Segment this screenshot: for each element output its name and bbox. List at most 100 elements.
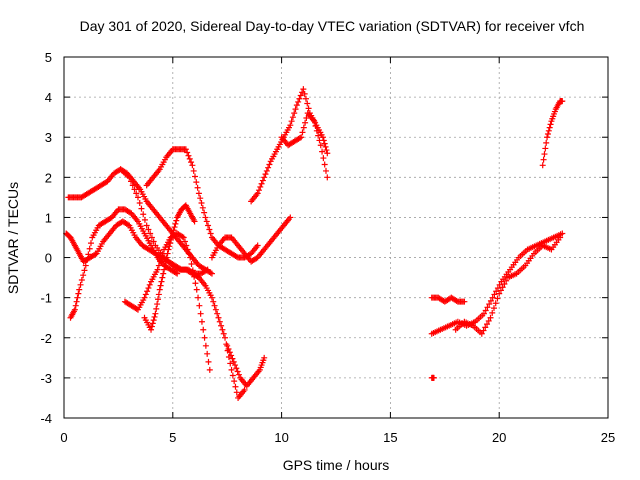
data-point <box>184 149 191 156</box>
data-point <box>181 238 188 245</box>
data-point <box>155 291 162 298</box>
data-point <box>192 280 199 287</box>
data-point <box>157 258 164 265</box>
data-point <box>203 218 210 225</box>
series-pass-j <box>278 110 331 181</box>
data-point <box>190 167 197 174</box>
data-point <box>196 302 203 309</box>
data-point <box>155 296 162 303</box>
data-point <box>201 334 208 341</box>
data-point <box>207 230 214 237</box>
data-point <box>144 288 151 295</box>
data-point <box>321 140 328 147</box>
x-axis-ticks: 0 5 10 15 20 25 <box>60 57 615 445</box>
series-pass-k <box>224 342 268 389</box>
data-point <box>200 326 207 333</box>
data-point <box>295 98 302 105</box>
data-point <box>557 234 564 241</box>
data-point <box>317 142 324 149</box>
data-point <box>160 270 167 277</box>
data-point <box>544 131 551 138</box>
data-point <box>78 277 85 284</box>
data-point <box>484 321 491 328</box>
data-point <box>265 164 272 171</box>
data-point <box>323 147 330 154</box>
data-point <box>315 132 322 139</box>
x-tick-label: 15 <box>383 430 397 445</box>
data-point <box>235 371 242 378</box>
data-point <box>87 240 94 247</box>
data-point <box>501 281 508 288</box>
data-point <box>201 209 208 216</box>
series-pass-n <box>428 294 468 305</box>
data-point <box>292 106 299 113</box>
data-point <box>195 294 202 301</box>
data-point <box>168 233 175 240</box>
data-point <box>261 354 268 361</box>
data-point <box>453 297 460 304</box>
data-point <box>487 314 494 321</box>
y-tick-label: -4 <box>40 411 52 426</box>
data-point <box>202 214 209 221</box>
data-point <box>220 330 227 337</box>
data-point <box>77 281 84 288</box>
data-point <box>494 285 501 292</box>
data-point <box>161 266 168 273</box>
data-point <box>172 269 179 276</box>
data-point <box>296 135 303 142</box>
data-point <box>544 134 551 141</box>
data-point <box>188 260 195 267</box>
plot-frame <box>63 56 609 419</box>
data-point <box>145 226 152 233</box>
data-point <box>493 288 500 295</box>
data-point <box>312 122 319 129</box>
data-point <box>197 195 204 202</box>
data-point <box>489 309 496 316</box>
data-point <box>140 211 147 218</box>
series-pass-c <box>65 166 215 277</box>
data-point <box>496 281 503 288</box>
data-point <box>226 349 233 356</box>
data-point <box>478 330 485 337</box>
data-point <box>461 298 468 305</box>
data-point <box>319 148 326 155</box>
data-point <box>480 327 487 334</box>
data-point <box>322 167 329 174</box>
data-point <box>74 294 81 301</box>
data-point <box>184 246 191 253</box>
x-tick-label: 20 <box>492 430 506 445</box>
series-pass-p <box>539 98 566 169</box>
data-point <box>145 285 152 292</box>
data-point <box>497 287 504 294</box>
data-point <box>543 139 550 146</box>
data-point <box>296 95 303 102</box>
data-point <box>254 242 261 249</box>
data-point <box>215 314 222 321</box>
data-point <box>170 227 177 234</box>
x-tick-label: 0 <box>60 430 67 445</box>
data-point <box>193 286 200 293</box>
data-point <box>152 310 159 317</box>
data-point <box>154 266 161 273</box>
data-point <box>155 262 162 269</box>
data-point <box>218 322 225 329</box>
data-point <box>205 222 212 229</box>
data-point <box>204 350 211 357</box>
data-point <box>490 305 497 312</box>
data-point <box>158 278 165 285</box>
data-point <box>540 156 547 163</box>
data-point <box>92 251 99 258</box>
y-tick-label: -1 <box>40 291 52 306</box>
data-point <box>72 302 79 309</box>
data-point <box>148 234 155 241</box>
data-point <box>559 98 566 105</box>
data-point <box>491 291 498 298</box>
data-point <box>241 386 248 393</box>
data-point <box>499 284 506 291</box>
data-point <box>211 302 218 309</box>
data-point <box>124 221 131 228</box>
data-point <box>182 146 189 153</box>
data-point <box>189 267 196 274</box>
data-point <box>191 218 198 225</box>
